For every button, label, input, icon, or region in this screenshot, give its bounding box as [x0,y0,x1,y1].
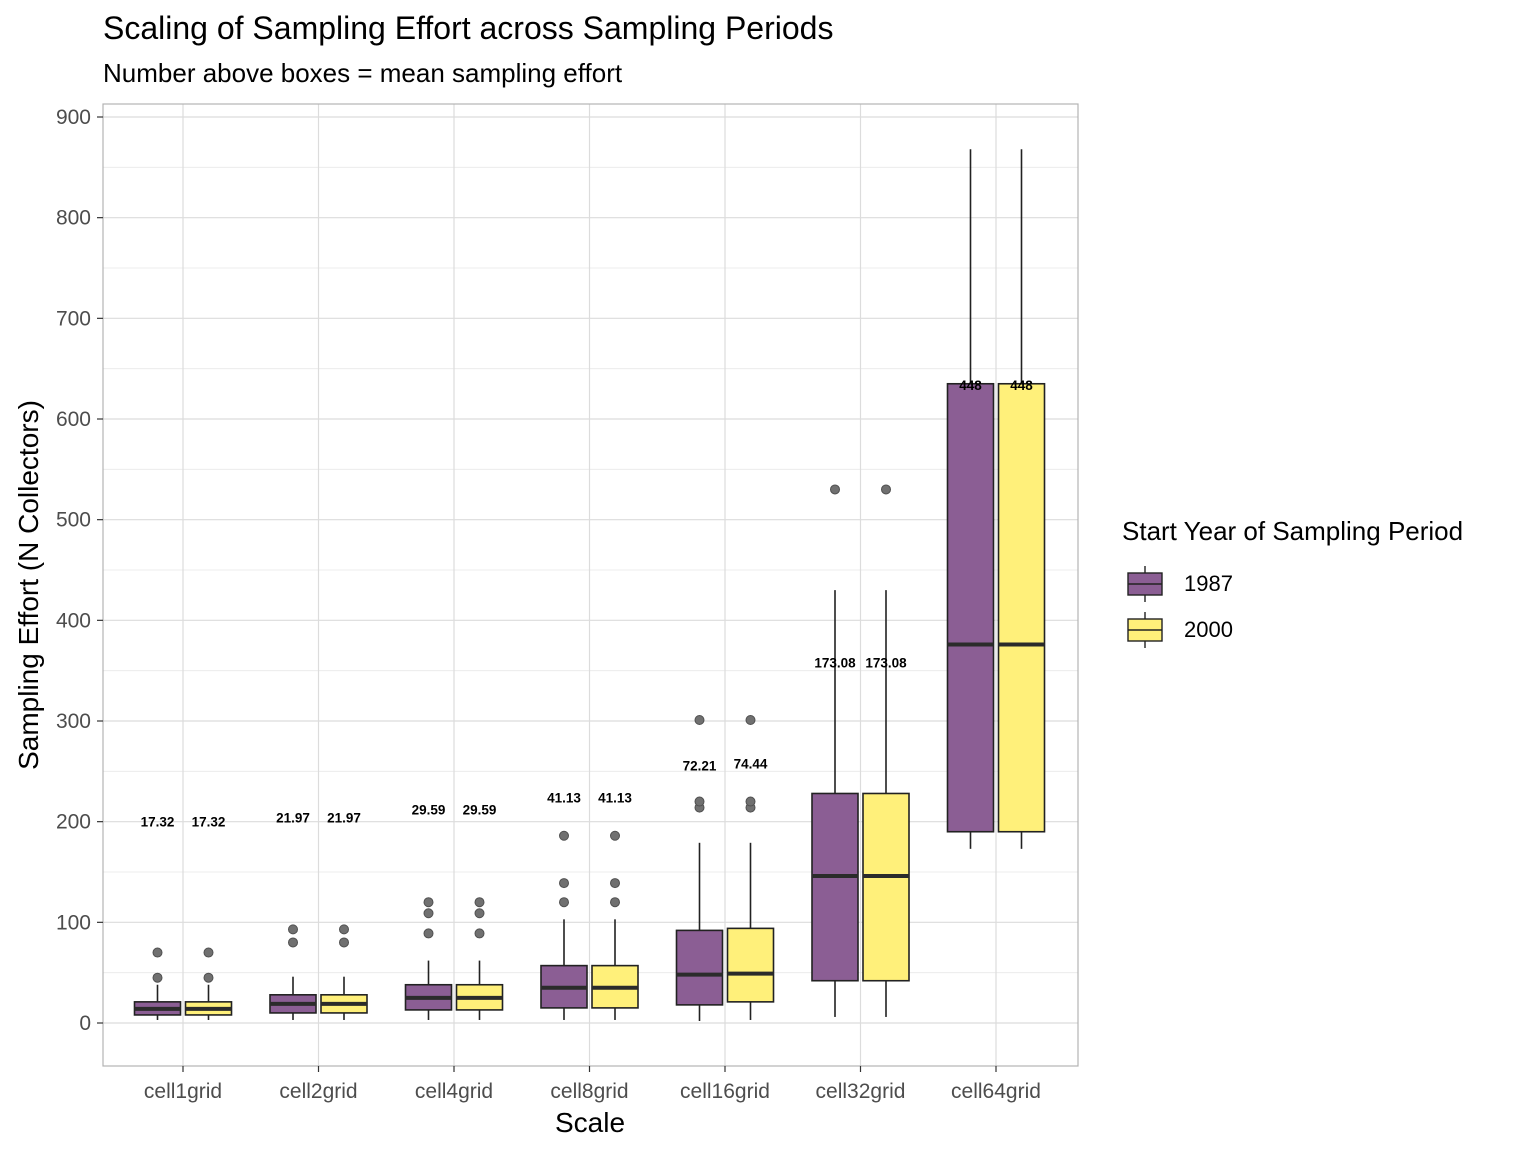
box-iqr [862,792,910,982]
mean-label: 29.59 [463,803,497,818]
outlier-point [152,972,163,983]
y-tick-label: 600 [56,408,91,431]
box-iqr [675,929,724,1006]
outlier-point [559,830,569,841]
y-tick-label: 900 [56,106,91,129]
mean-label: 72.21 [683,758,717,773]
box-1987-cell32grid [811,484,859,1017]
mean-label: 41.13 [598,791,632,806]
x-tick-label: cell8grid [550,1080,628,1103]
outlier-point [339,924,349,935]
y-tick-label: 500 [56,509,91,532]
x-axis-title: Scale [555,1107,625,1138]
mean-label: 41.13 [547,791,581,806]
x-tick-label: cell4grid [415,1080,493,1103]
outlier-point [288,937,298,948]
y-tick-label: 400 [56,609,91,632]
y-tick-label: 200 [56,811,91,834]
outlier-point [745,796,756,807]
mean-label: 21.97 [327,811,361,826]
box-iqr [946,382,995,833]
mean-label: 17.32 [141,815,175,830]
outlier-point [423,928,434,939]
y-tick-label: 100 [56,911,91,934]
box-2000-cell64grid [997,149,1046,849]
outlier-point [423,908,434,919]
outlier-point [203,947,214,958]
outlier-point [288,924,298,935]
legend-title: Start Year of Sampling Period [1122,516,1464,546]
mean-label: 173.08 [865,656,907,671]
mean-label: 29.59 [412,803,446,818]
box-1987-cell64grid [946,149,995,849]
outlier-point [745,714,756,725]
box-1987-cell8grid [540,830,588,1020]
mean-label: 74.44 [734,756,768,771]
box-2000-cell2grid [320,924,368,1020]
outlier-point [152,947,163,958]
y-tick-label: 800 [56,207,91,230]
box-2000-cell16grid [726,714,775,1020]
box-1987-cell16grid [675,714,724,1021]
box-iqr [811,792,859,982]
outlier-point [881,484,891,495]
box-2000-cell8grid [591,830,639,1020]
mean-label: 448 [959,378,982,393]
chart-subtitle: Number above boxes = mean sampling effor… [103,58,623,88]
boxes [133,149,1046,1021]
plot-panel-border [102,103,1079,1067]
outlier-point [559,897,569,908]
outlier-point [474,897,485,908]
outlier-point [423,897,434,908]
mean-label: 173.08 [814,656,856,671]
y-axis-title: Sampling Effort (N Collectors) [13,400,44,770]
y-tick-label: 0 [79,1012,91,1035]
outlier-point [610,878,620,889]
outlier-point [694,714,705,725]
box-iqr [997,382,1046,833]
box-1987-cell2grid [269,924,317,1020]
legend-label-2000: 2000 [1184,617,1233,642]
x-tick-label: cell16grid [680,1080,770,1103]
box-2000-cell4grid [455,897,504,1020]
outlier-point [610,897,620,908]
outlier-point [694,796,705,807]
box-2000-cell32grid [862,484,910,1017]
axes: 0 100 200 300 400 500 600 700 800 900 cell1grid cel… [56,103,1079,1103]
chart-title: Scaling of Sampling Effort across Sampli… [103,10,834,46]
box-1987-cell1grid [133,947,182,1020]
mean-label: 17.32 [192,815,226,830]
box-1987-cell4grid [404,897,453,1020]
outlier-point [830,484,840,495]
y-tick-label: 700 [56,307,91,330]
y-tick-label: 300 [56,710,91,733]
box-iqr [726,927,775,1003]
outlier-point [474,928,485,939]
legend-label-1987: 1987 [1184,571,1233,596]
x-tick-label: cell64grid [951,1080,1041,1103]
x-tick-label: cell2grid [279,1080,357,1103]
outlier-point [559,878,569,889]
outlier-point [474,908,485,919]
mean-label: 21.97 [276,811,310,826]
box-2000-cell1grid [184,947,233,1020]
mean-label: 448 [1010,378,1033,393]
outlier-point [203,972,214,983]
outlier-point [339,937,349,948]
grid [103,104,1078,1066]
x-tick-label: cell1grid [144,1080,222,1103]
x-tick-label: cell32grid [816,1080,906,1103]
outlier-point [610,830,620,841]
mean-labels: 17.32 21.97 29.59 41.13 72.21 173.08 448 17.32 2… [141,378,1034,830]
